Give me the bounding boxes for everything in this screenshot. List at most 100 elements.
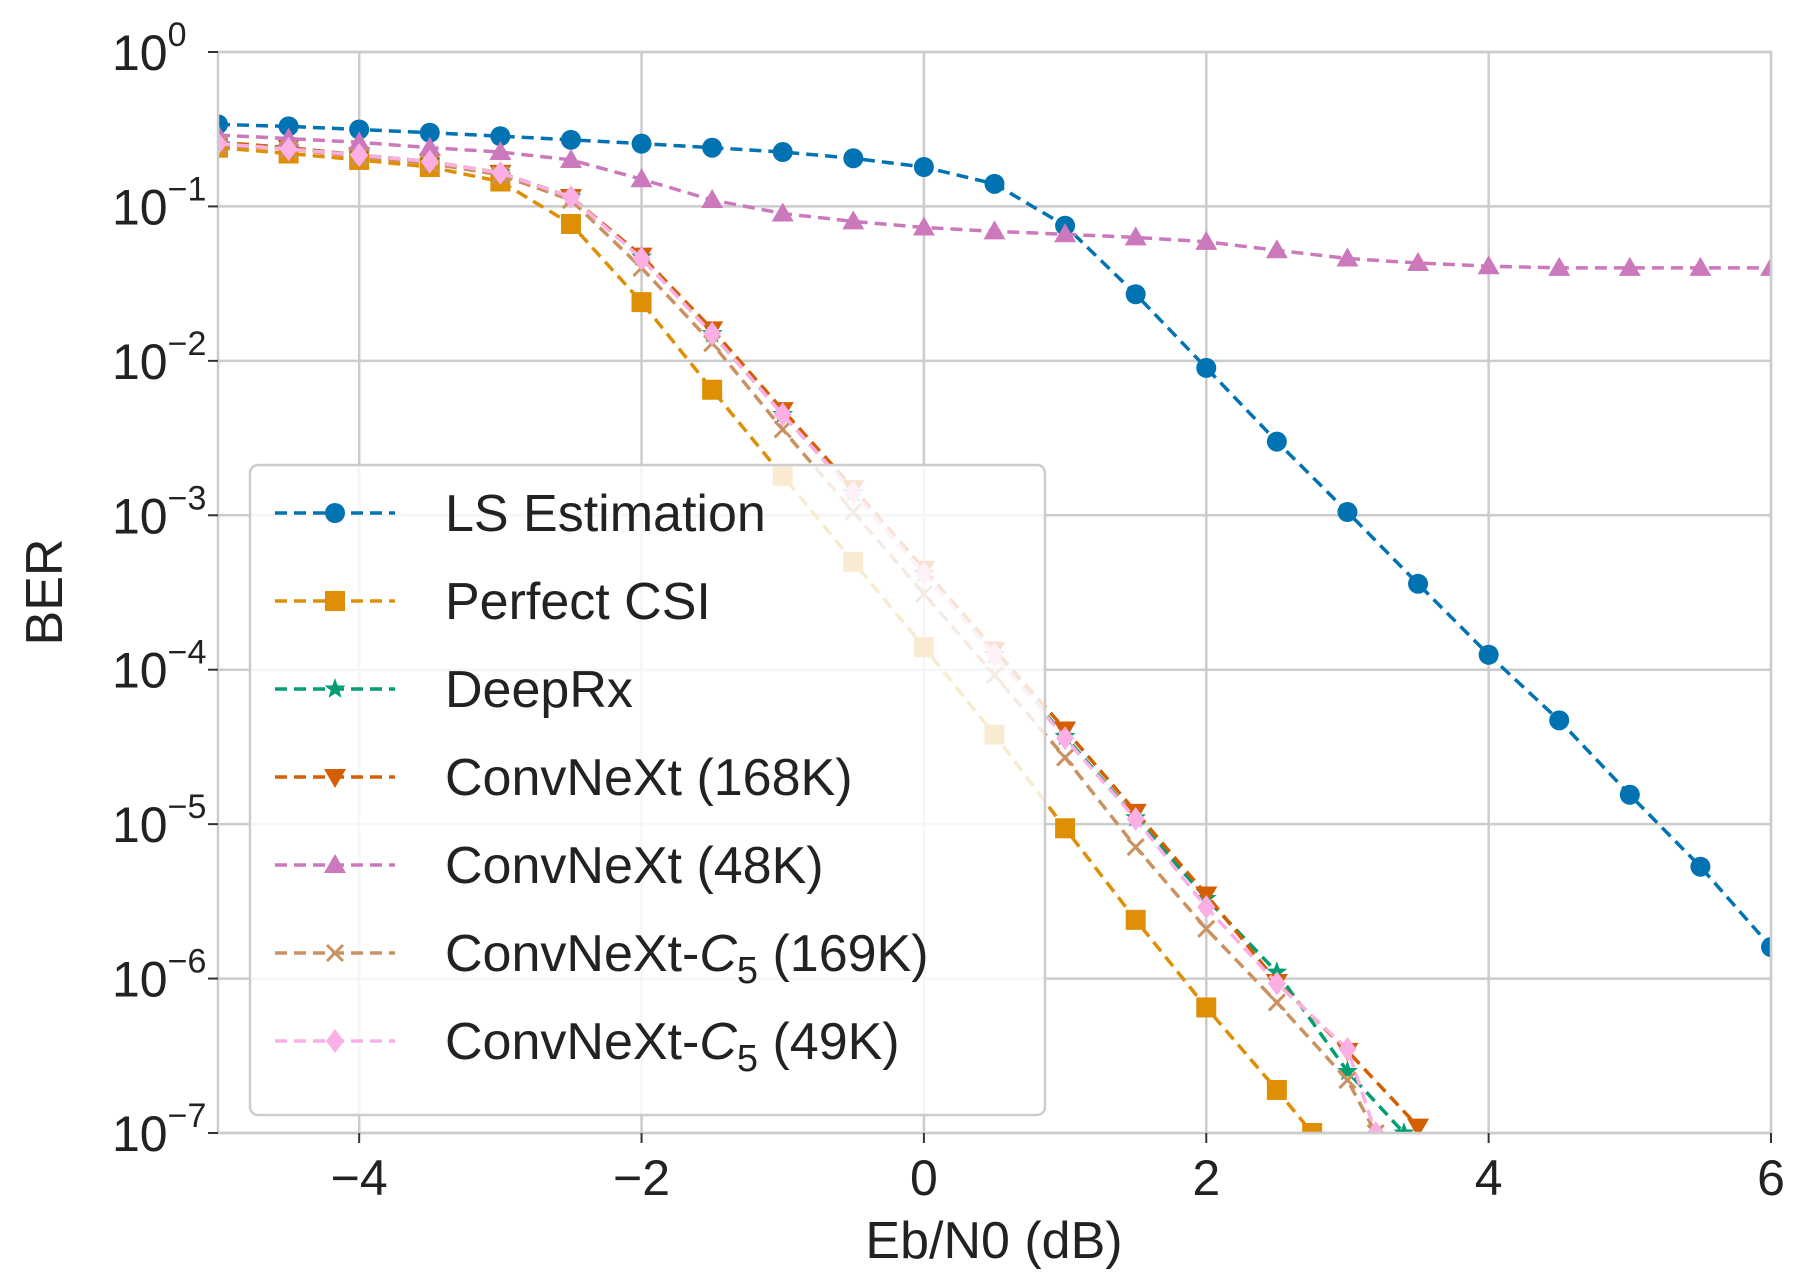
data-point bbox=[1689, 256, 1712, 276]
data-point bbox=[1337, 1060, 1358, 1081]
data-point bbox=[419, 122, 440, 143]
data-point bbox=[349, 119, 370, 140]
data-point bbox=[1338, 1071, 1357, 1090]
legend-label: ConvNeXt-C5 (169K) bbox=[445, 925, 929, 992]
data-point bbox=[489, 141, 512, 161]
y-tick-label: 10−7 bbox=[112, 1097, 206, 1162]
data-point bbox=[350, 143, 369, 168]
data-point bbox=[1338, 1036, 1357, 1061]
legend-entry: DeepRx bbox=[275, 661, 633, 719]
data-point bbox=[773, 420, 792, 439]
data-point bbox=[1336, 247, 1359, 267]
data-point bbox=[1366, 1123, 1385, 1133]
data-point bbox=[326, 1029, 344, 1053]
data-point bbox=[1056, 748, 1075, 767]
y-axis-label: BER bbox=[16, 539, 74, 646]
x-tick-label: 0 bbox=[910, 1150, 938, 1206]
legend-box bbox=[248, 463, 1047, 1117]
data-point bbox=[1196, 357, 1217, 378]
legend-label: LS Estimation bbox=[445, 485, 766, 543]
data-point bbox=[1126, 838, 1145, 857]
series-line bbox=[218, 141, 1378, 1133]
series-4 bbox=[218, 124, 1771, 276]
data-point bbox=[842, 210, 865, 230]
data-point bbox=[1054, 223, 1077, 243]
data-point bbox=[1266, 431, 1287, 452]
y-tick-label: 10−5 bbox=[112, 788, 206, 853]
y-tick-label: 100 bbox=[112, 16, 187, 81]
data-point bbox=[279, 137, 298, 162]
data-point bbox=[325, 503, 345, 523]
y-tick-label: 10−2 bbox=[112, 325, 206, 390]
data-point bbox=[701, 189, 724, 209]
data-point bbox=[1549, 710, 1570, 731]
data-point bbox=[348, 131, 371, 151]
data-point bbox=[1197, 919, 1216, 938]
series-0 bbox=[218, 114, 1771, 958]
data-point bbox=[490, 126, 511, 147]
data-point bbox=[325, 591, 345, 611]
data-point bbox=[560, 129, 581, 150]
data-point bbox=[1055, 818, 1076, 839]
data-point bbox=[1761, 937, 1771, 958]
data-point bbox=[1266, 961, 1288, 982]
data-point bbox=[1337, 502, 1358, 523]
x-tick-label: 4 bbox=[1475, 1150, 1503, 1206]
legend-label: Perfect CSI bbox=[445, 573, 711, 631]
y-tick-label: 10−6 bbox=[112, 943, 206, 1008]
data-point bbox=[324, 769, 346, 788]
data-point bbox=[771, 202, 794, 222]
data-point bbox=[1126, 806, 1145, 831]
data-point bbox=[1195, 230, 1218, 250]
data-point bbox=[1690, 856, 1711, 877]
data-point bbox=[773, 402, 792, 427]
data-point bbox=[1760, 256, 1771, 276]
data-point bbox=[1196, 997, 1217, 1018]
legend-label: ConvNeXt-C5 (49K) bbox=[445, 1013, 900, 1080]
legend-label: ConvNeXt (48K) bbox=[445, 837, 824, 895]
x-tick-label: −4 bbox=[331, 1150, 388, 1206]
data-point bbox=[1407, 252, 1430, 272]
data-point bbox=[632, 246, 651, 271]
data-point bbox=[1478, 644, 1499, 665]
data-point bbox=[1408, 573, 1429, 594]
data-point bbox=[984, 173, 1005, 194]
data-point bbox=[1366, 1121, 1385, 1133]
legend-entry: LS Estimation bbox=[275, 485, 766, 543]
data-point bbox=[702, 137, 723, 158]
x-tick-label: 2 bbox=[1192, 1150, 1220, 1206]
data-point bbox=[1197, 895, 1216, 920]
y-tick-label: 10−3 bbox=[112, 479, 206, 544]
data-point bbox=[1125, 909, 1146, 930]
x-tick-label: −2 bbox=[613, 1150, 670, 1206]
data-point bbox=[631, 133, 652, 154]
data-point bbox=[278, 116, 299, 137]
legend-entry: ConvNeXt-C5 (169K) bbox=[275, 925, 929, 992]
data-point bbox=[1302, 1123, 1323, 1133]
data-point bbox=[1618, 256, 1641, 276]
legend: LS Estimation Perfect CSI DeepRx ConvNeXt (… bbox=[248, 463, 1047, 1117]
legend-label: DeepRx bbox=[445, 661, 633, 719]
legend-entry: ConvNeXt-C5 (49K) bbox=[275, 1013, 900, 1080]
data-point bbox=[912, 216, 935, 236]
data-point bbox=[983, 220, 1006, 240]
data-point bbox=[1477, 255, 1500, 275]
data-point bbox=[913, 157, 934, 178]
data-point bbox=[1056, 726, 1075, 751]
x-axis-label: Eb/N0 (dB) bbox=[865, 1212, 1122, 1270]
legend-entry: ConvNeXt (168K) bbox=[275, 749, 853, 807]
plot-frame bbox=[216, 50, 1773, 1135]
data-point bbox=[218, 131, 227, 156]
legend-entry: Perfect CSI bbox=[275, 573, 711, 631]
data-point bbox=[1407, 1118, 1430, 1133]
data-point bbox=[1267, 971, 1286, 996]
data-point bbox=[491, 160, 510, 185]
data-point bbox=[560, 213, 581, 234]
data-point bbox=[702, 379, 723, 400]
data-point bbox=[324, 854, 346, 873]
data-point bbox=[1266, 1079, 1287, 1100]
data-point bbox=[559, 148, 582, 168]
data-point bbox=[420, 149, 439, 174]
data-point bbox=[1267, 993, 1286, 1012]
